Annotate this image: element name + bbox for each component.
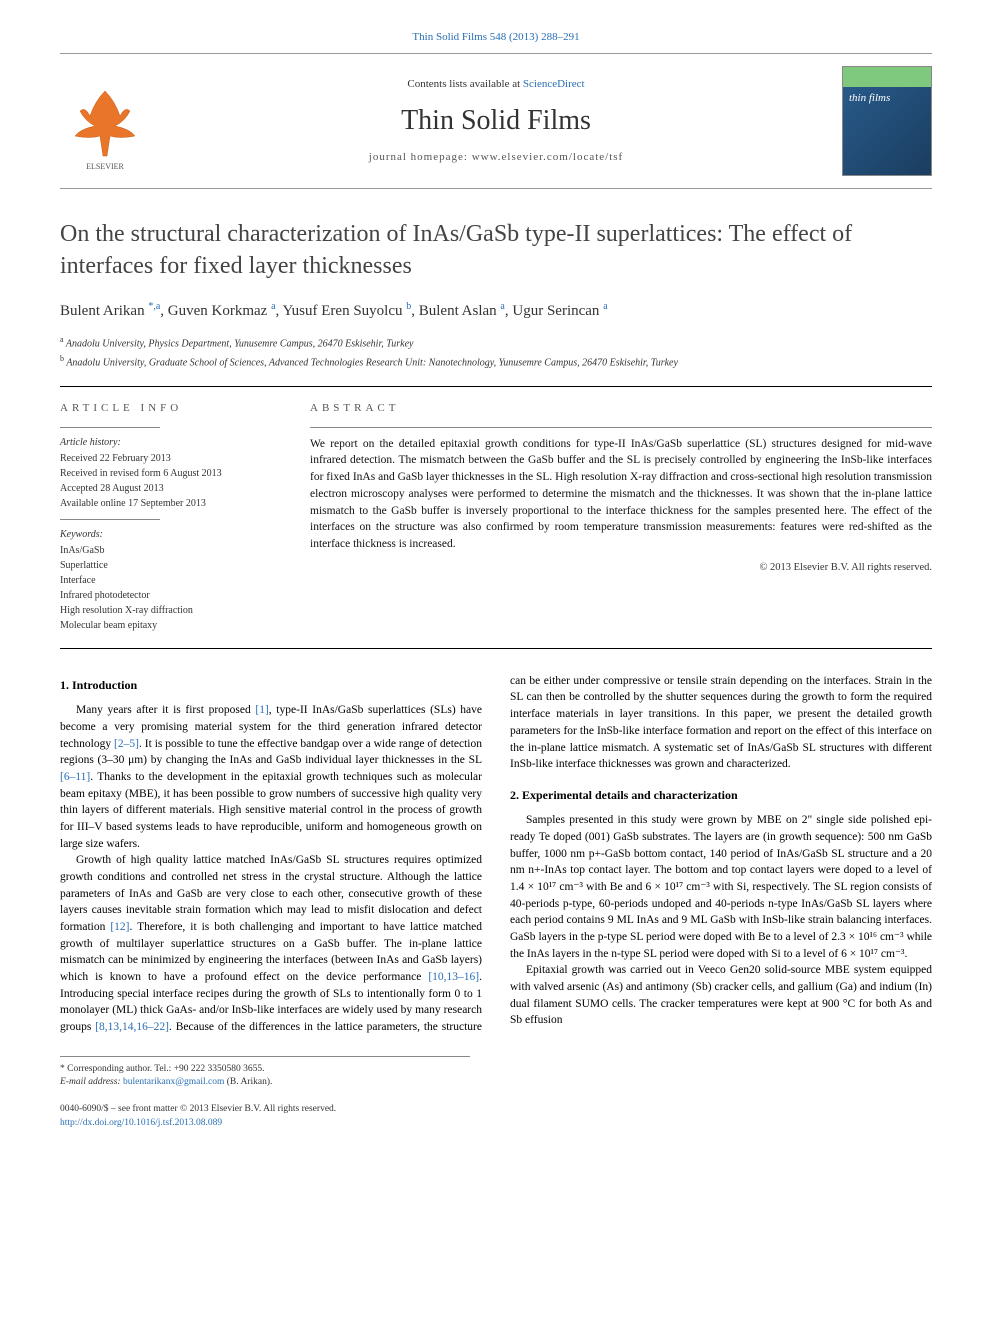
history-received: Received 22 February 2013 <box>60 452 280 466</box>
author-4: Bulent Aslan a <box>419 303 505 319</box>
exp-para-1: Samples presented in this study were gro… <box>510 812 932 962</box>
author-5: Ugur Serincan a <box>512 303 607 319</box>
ref-8-22[interactable]: [8,13,14,16–22] <box>95 1021 169 1033</box>
svg-text:ELSEVIER: ELSEVIER <box>86 162 124 171</box>
exp-para-2: Epitaxial growth was carried out in Veec… <box>510 962 932 1029</box>
author-1: Bulent Arikan *,a <box>60 303 160 319</box>
abstract-divider <box>310 427 932 428</box>
doi-link[interactable]: http://dx.doi.org/10.1016/j.tsf.2013.08.… <box>60 1118 222 1128</box>
affiliation-a: a Anadolu University, Physics Department… <box>60 334 932 351</box>
ref-10-13-16[interactable]: [10,13–16] <box>428 971 479 983</box>
abstract-heading: abstract <box>310 401 932 416</box>
issn-line: 0040-6090/$ – see front matter © 2013 El… <box>60 1103 470 1116</box>
info-abstract-block: article info Article history: Received 2… <box>60 386 932 648</box>
meta-divider <box>60 427 160 428</box>
abstract-text: We report on the detailed epitaxial grow… <box>310 436 932 553</box>
history-label: Article history: <box>60 436 280 450</box>
keyword: Molecular beam epitaxy <box>60 619 280 633</box>
journal-name: Thin Solid Films <box>150 101 842 140</box>
article-info-heading: article info <box>60 401 280 416</box>
author-3: Yusuf Eren Suyolcu b <box>283 303 412 319</box>
ref-12[interactable]: [12] <box>110 921 129 933</box>
footer-meta: 0040-6090/$ – see front matter © 2013 El… <box>60 1103 470 1130</box>
author-2: Guven Korkmaz a <box>168 303 276 319</box>
abstract-copyright: © 2013 Elsevier B.V. All rights reserved… <box>310 561 932 576</box>
journal-cover-thumb: thin films <box>842 66 932 176</box>
section-1-heading: 1. Introduction <box>60 677 482 694</box>
email-link[interactable]: bulentarikanx@gmail.com <box>123 1077 224 1087</box>
intro-para-1: Many years after it is first proposed [1… <box>60 702 482 852</box>
ref-6-11[interactable]: [6–11] <box>60 771 90 783</box>
keywords-label: Keywords: <box>60 528 280 542</box>
publisher-logo: ELSEVIER <box>60 71 150 171</box>
history-accepted: Accepted 28 August 2013 <box>60 482 280 496</box>
journal-homepage: journal homepage: www.elsevier.com/locat… <box>150 150 842 165</box>
keyword: InAs/GaSb <box>60 544 280 558</box>
authors-list: Bulent Arikan *,a, Guven Korkmaz a, Yusu… <box>60 300 932 322</box>
correspondence-footnote: * Corresponding author. Tel.: +90 222 33… <box>60 1056 470 1090</box>
header-citation: Thin Solid Films 548 (2013) 288–291 <box>60 30 932 45</box>
ref-1[interactable]: [1] <box>255 704 268 716</box>
header-center: Contents lists available at ScienceDirec… <box>150 77 842 165</box>
history-revised: Received in revised form 6 August 2013 <box>60 467 280 481</box>
meta-divider-2 <box>60 519 160 520</box>
keyword: Interface <box>60 574 280 588</box>
corr-tel: * Corresponding author. Tel.: +90 222 33… <box>60 1063 470 1076</box>
corr-email: E-mail address: bulentarikanx@gmail.com … <box>60 1076 470 1089</box>
journal-top-link[interactable]: Thin Solid Films 548 (2013) 288–291 <box>412 31 579 43</box>
article-body: 1. Introduction Many years after it is f… <box>60 673 932 1036</box>
history-online: Available online 17 September 2013 <box>60 497 280 511</box>
affiliation-b: b Anadolu University, Graduate School of… <box>60 353 932 370</box>
keyword: High resolution X-ray diffraction <box>60 604 280 618</box>
journal-header: ELSEVIER Contents lists available at Sci… <box>60 53 932 189</box>
keyword: Superlattice <box>60 559 280 573</box>
abstract: abstract We report on the detailed epita… <box>310 401 932 633</box>
contents-line: Contents lists available at ScienceDirec… <box>150 77 842 92</box>
article-title: On the structural characterization of In… <box>60 219 932 281</box>
keyword: Infrared photodetector <box>60 589 280 603</box>
ref-2-5[interactable]: [2–5] <box>114 738 139 750</box>
article-info: article info Article history: Received 2… <box>60 401 280 633</box>
elsevier-tree-icon: ELSEVIER <box>65 81 145 171</box>
section-2-heading: 2. Experimental details and characteriza… <box>510 787 932 804</box>
sciencedirect-link[interactable]: ScienceDirect <box>523 78 585 90</box>
